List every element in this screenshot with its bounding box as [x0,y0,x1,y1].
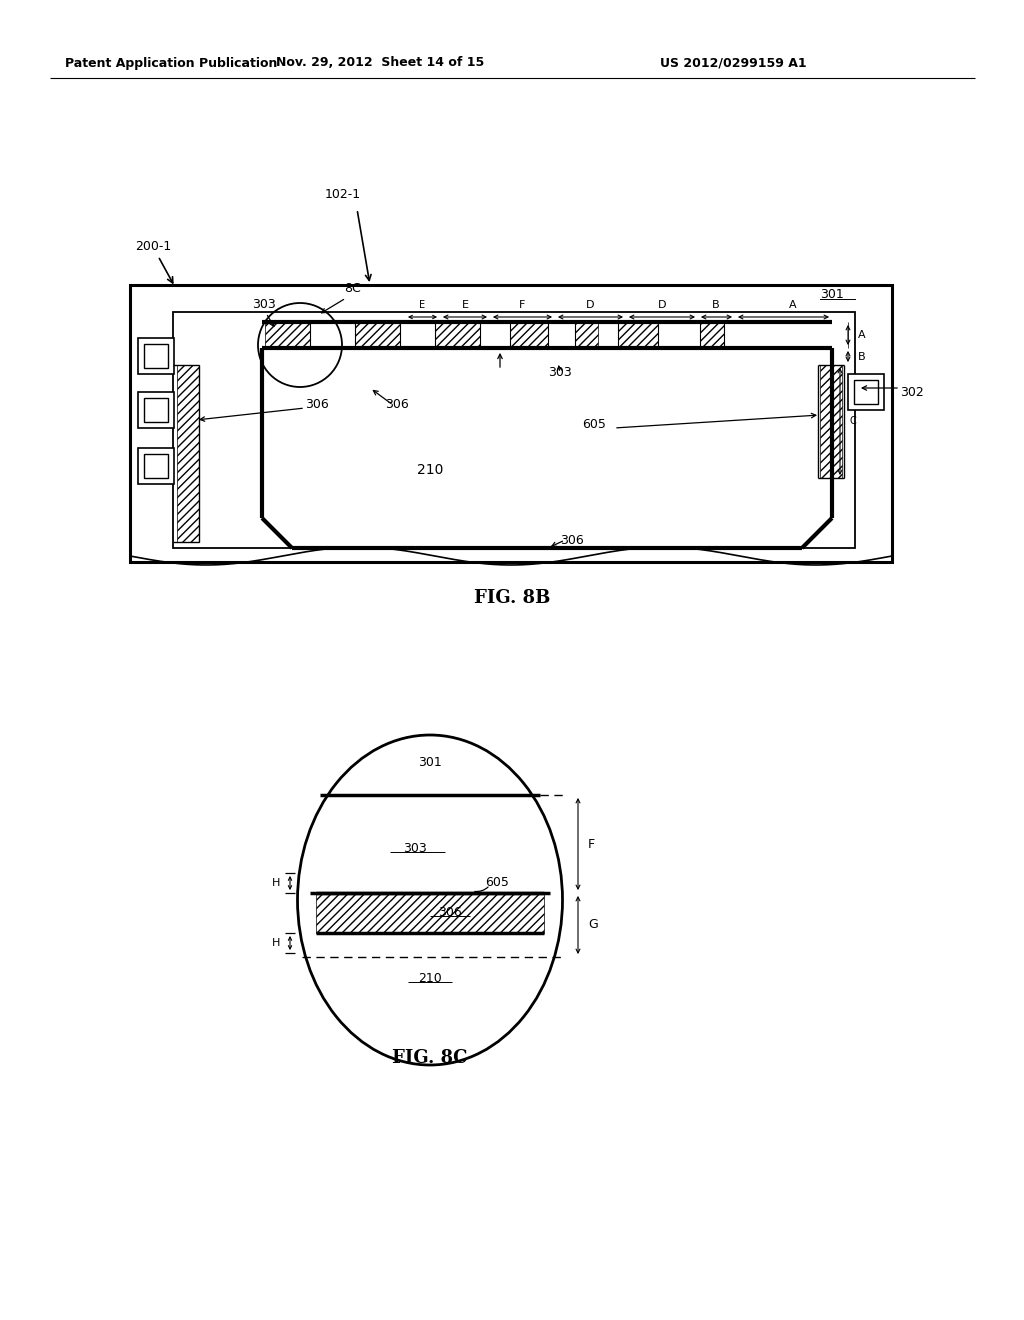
Text: A: A [858,330,865,341]
Bar [138,338,174,374]
Text: 210: 210 [417,463,443,477]
Bar [265,323,310,347]
Bar [575,323,598,347]
Bar [173,312,855,548]
Text: B: B [712,300,720,310]
Text: FIG. 8C: FIG. 8C [392,1049,468,1067]
Text: D: D [586,300,594,310]
Text: B: B [858,351,865,362]
Bar [138,392,174,428]
Text: E: E [419,300,425,310]
Text: 8C: 8C [344,281,360,294]
Text: F: F [519,300,525,310]
Bar [618,323,658,347]
Bar [177,366,199,543]
Bar [700,323,724,347]
Text: 605: 605 [485,875,509,888]
Text: E: E [462,300,469,310]
Text: 200-1: 200-1 [135,240,171,253]
Text: 306: 306 [305,399,329,412]
Bar [138,447,174,484]
Bar [144,345,168,368]
Text: US 2012/0299159 A1: US 2012/0299159 A1 [660,57,807,70]
Bar [510,323,548,347]
Text: FIG. 8B: FIG. 8B [474,589,550,607]
Text: 303: 303 [252,298,275,312]
Text: 306: 306 [438,906,462,919]
Text: 102-1: 102-1 [325,189,361,202]
Text: F: F [588,837,595,850]
Bar [820,366,842,478]
Bar [435,323,480,347]
Text: Patent Application Publication: Patent Application Publication [65,57,278,70]
Bar [316,894,544,933]
Bar [355,323,400,347]
Text: 302: 302 [900,385,924,399]
Text: H: H [271,878,280,888]
Text: C: C [850,417,857,426]
Text: 301: 301 [820,289,844,301]
Text: 306: 306 [560,533,584,546]
Text: 605: 605 [582,418,606,432]
Bar [144,454,168,478]
Bar [848,374,884,411]
Text: H: H [271,939,280,948]
Text: 303: 303 [403,842,427,854]
Bar [144,399,168,422]
Text: G: G [588,919,598,932]
Text: 301: 301 [418,755,442,768]
Text: D: D [657,300,667,310]
Text: Nov. 29, 2012  Sheet 14 of 15: Nov. 29, 2012 Sheet 14 of 15 [275,57,484,70]
Text: 306: 306 [385,399,409,412]
Text: 303: 303 [548,367,571,380]
Text: 210: 210 [418,972,442,985]
Bar [854,380,878,404]
Bar [130,285,892,562]
Text: A: A [790,300,797,310]
